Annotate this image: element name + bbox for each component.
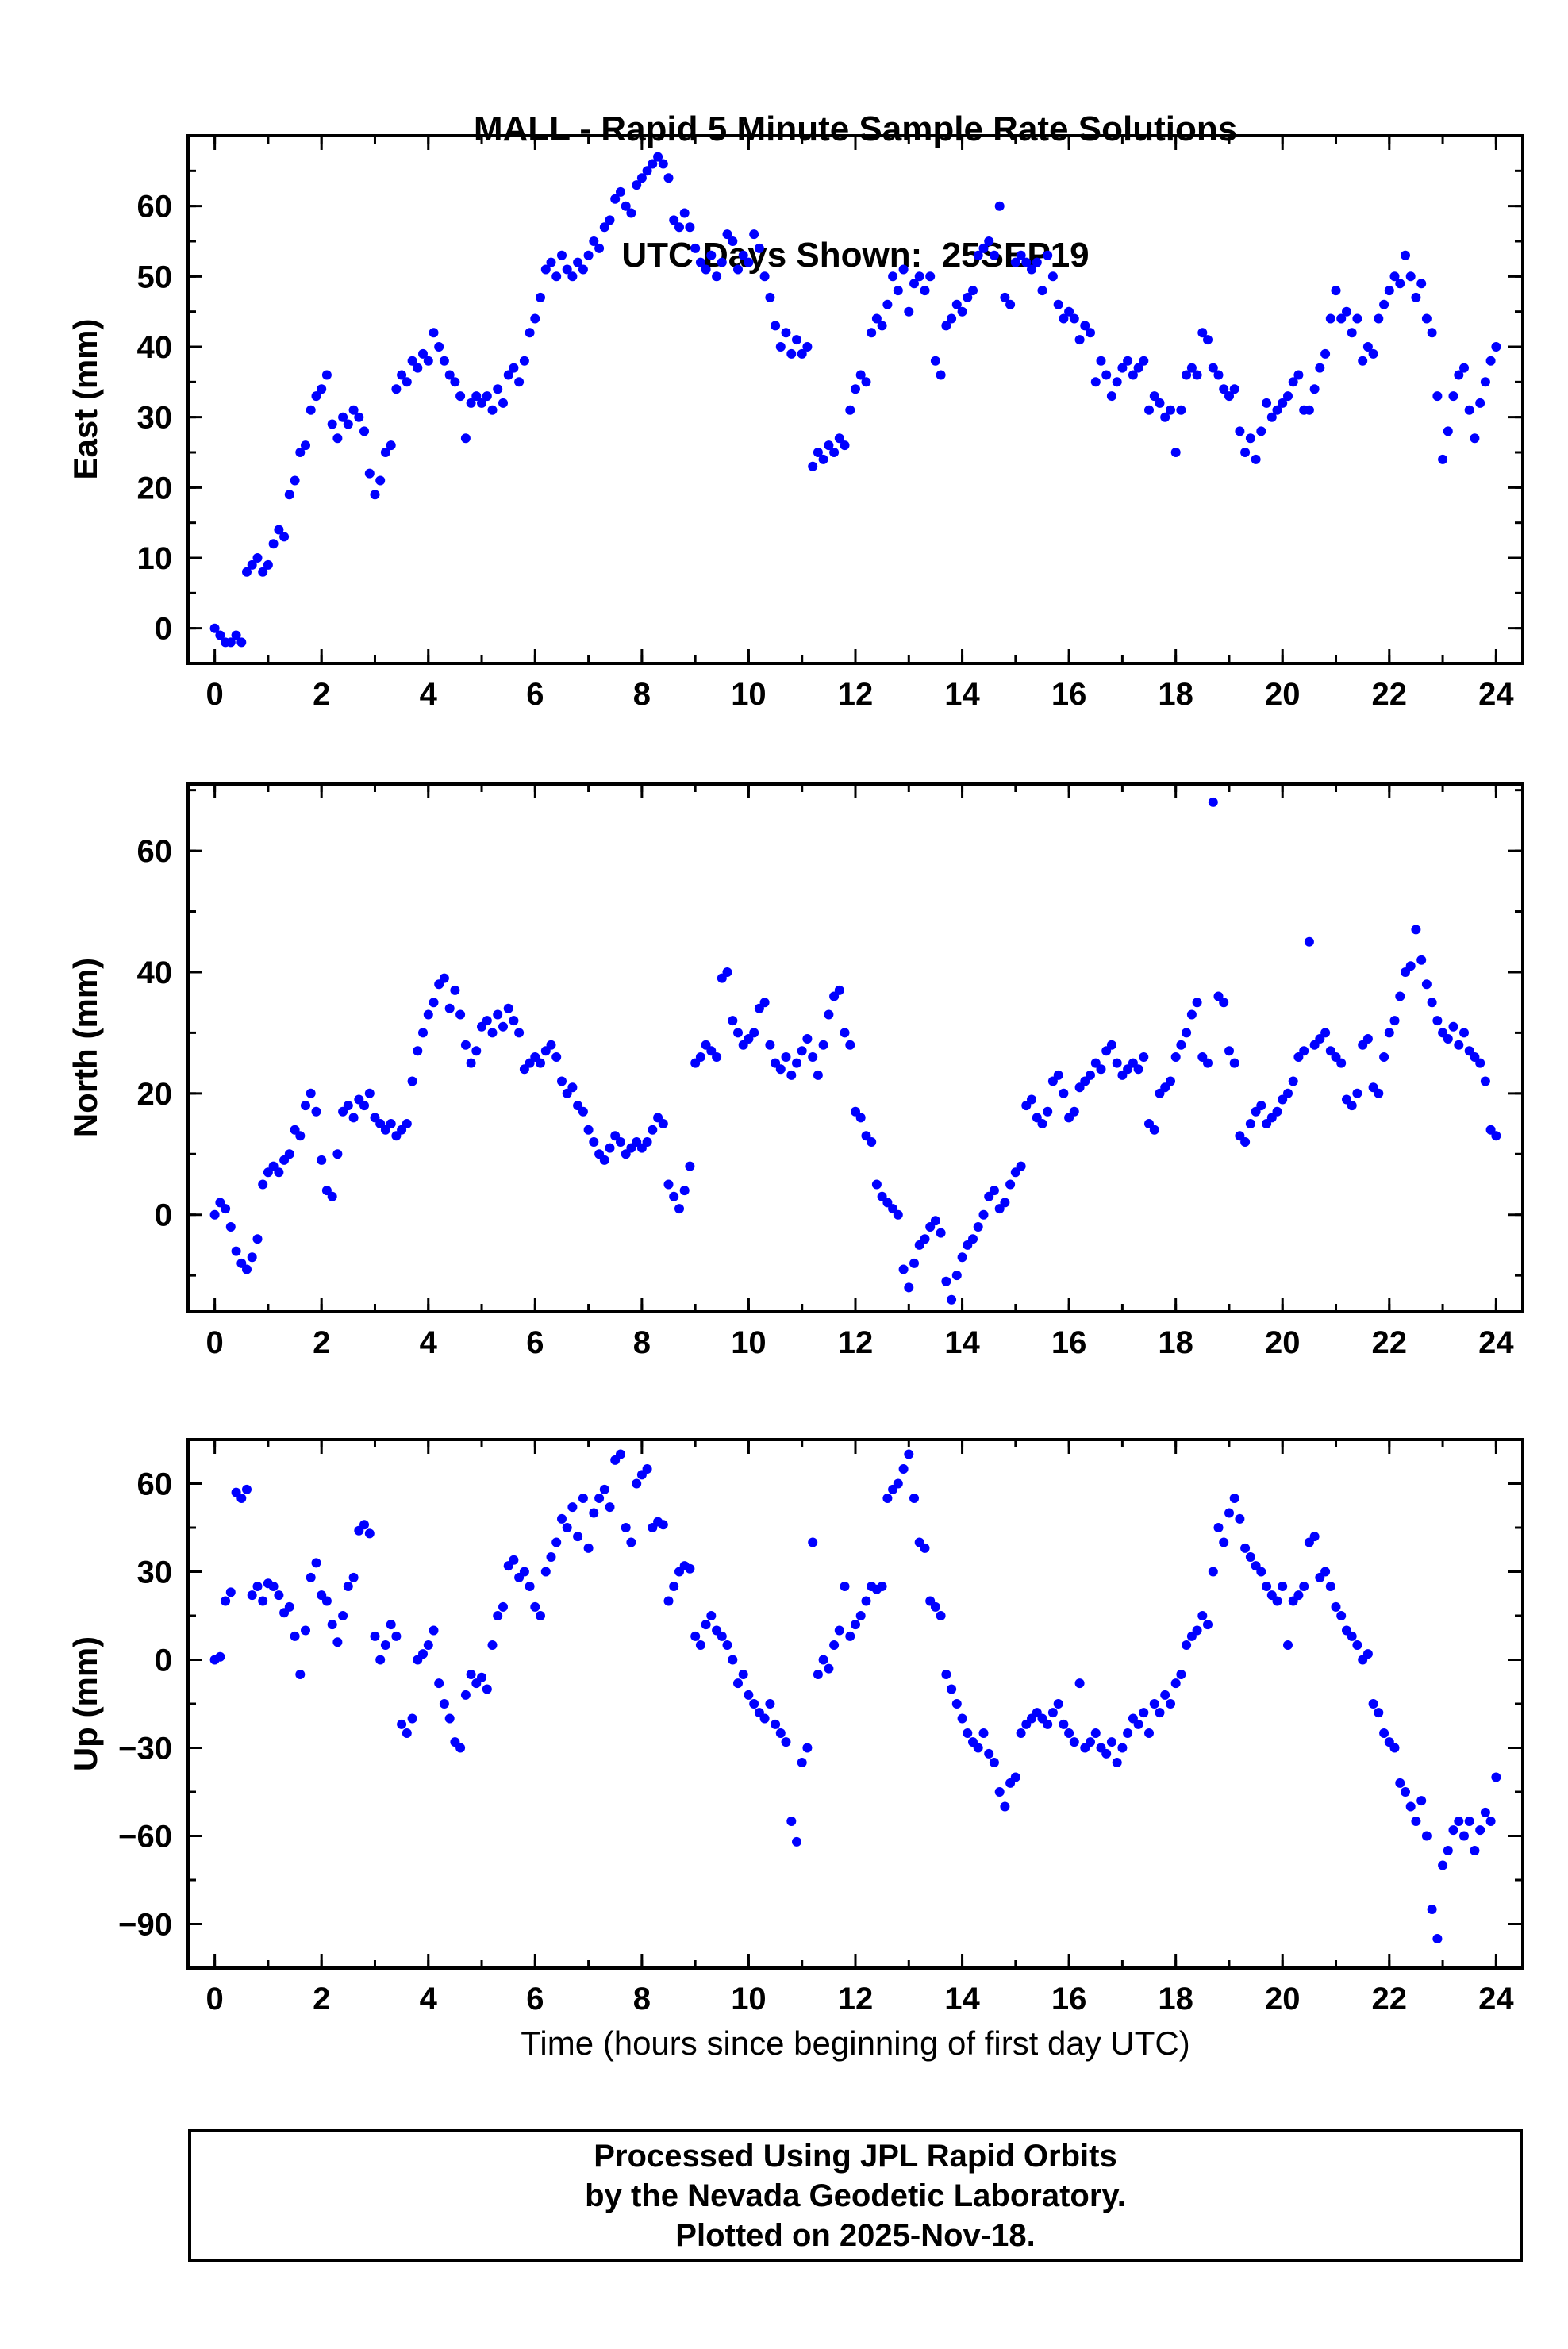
page-title: MALL - Rapid 5 Minute Sample Rate Soluti…	[188, 24, 1523, 360]
x-tick-label: 0	[206, 1982, 224, 2016]
x-tick-label: 6	[526, 677, 544, 712]
time-axis-label: Time (hours since beginning of first day…	[521, 2024, 1190, 2062]
east-ticks	[188, 134, 1523, 665]
footer-line-3: Plotted on 2025-Nov-18.	[675, 2218, 1036, 2253]
y-tick-label: 40	[137, 955, 173, 990]
x-tick-label: 8	[633, 1325, 651, 1360]
up-data-points	[209, 1449, 1501, 1943]
x-tick-label: 8	[633, 1982, 651, 2016]
up-plot-frame	[186, 1438, 1524, 1970]
x-tick-label: 0	[206, 677, 224, 712]
x-tick-label: 8	[633, 677, 651, 712]
x-tick-label: 16	[1051, 1325, 1087, 1360]
y-tick-label: −60	[118, 1820, 172, 1855]
x-tick-label: 2	[313, 677, 330, 712]
y-tick-label: −90	[118, 1908, 172, 1943]
east-plot-frame	[186, 134, 1524, 665]
footer-line-2: by the Nevada Geodetic Laboratory.	[585, 2178, 1126, 2213]
north-axis-label: North (mm)	[67, 957, 104, 1138]
x-tick-label: 24	[1478, 1325, 1514, 1360]
y-tick-label: 0	[155, 1198, 172, 1233]
x-tick-label: 4	[420, 677, 438, 712]
x-tick-label: 14	[944, 677, 980, 712]
x-tick-label: 14	[944, 1325, 980, 1360]
x-tick-label: 4	[420, 1982, 438, 2016]
x-tick-label: 10	[731, 1982, 767, 2016]
x-tick-label: 6	[526, 1325, 544, 1360]
up-ticks	[188, 1438, 1523, 1970]
x-tick-label: 18	[1158, 1325, 1193, 1360]
x-tick-label: 24	[1478, 1982, 1514, 2016]
y-tick-label: 60	[137, 834, 173, 869]
x-tick-label: 6	[526, 1982, 544, 2016]
x-tick-label: 20	[1265, 1325, 1301, 1360]
x-tick-label: 22	[1372, 1325, 1408, 1360]
title-line-2: UTC Days Shown: 25SEP19	[621, 236, 1090, 275]
x-tick-label: 22	[1372, 677, 1408, 712]
y-tick-label: 10	[137, 541, 173, 576]
x-tick-label: 10	[731, 1325, 767, 1360]
x-tick-label: 12	[838, 1325, 874, 1360]
east-axis-label: East (mm)	[67, 318, 104, 480]
x-tick-label: 10	[731, 677, 767, 712]
y-tick-label: 0	[155, 1644, 172, 1678]
footer-line-1: Processed Using JPL Rapid Orbits	[594, 2139, 1117, 2174]
x-tick-label: 20	[1265, 677, 1301, 712]
x-tick-label: 12	[838, 1982, 874, 2016]
x-tick-label: 14	[944, 1982, 980, 2016]
up-axis-label: Up (mm)	[67, 1636, 104, 1772]
y-tick-label: 30	[137, 1555, 173, 1590]
y-tick-label: 20	[137, 471, 173, 506]
y-tick-label: 30	[137, 401, 173, 436]
x-tick-label: 4	[420, 1325, 438, 1360]
north-ticks	[188, 784, 1523, 1312]
x-tick-label: 12	[838, 677, 874, 712]
y-tick-label: 20	[137, 1077, 173, 1112]
y-tick-label: −30	[118, 1732, 172, 1767]
x-tick-label: 24	[1478, 677, 1514, 712]
y-tick-label: 40	[137, 330, 173, 365]
y-tick-label: 60	[137, 1467, 173, 1502]
y-tick-label: 50	[137, 260, 173, 294]
y-tick-label: 60	[137, 190, 173, 225]
x-tick-label: 22	[1372, 1982, 1408, 2016]
x-tick-label: 18	[1158, 677, 1193, 712]
y-tick-label: 0	[155, 612, 172, 647]
x-tick-label: 0	[206, 1325, 224, 1360]
east-data-points	[209, 152, 1501, 648]
north-data-points	[209, 797, 1501, 1305]
x-tick-label: 2	[313, 1325, 330, 1360]
x-tick-label: 16	[1051, 677, 1087, 712]
north-plot-frame	[186, 782, 1524, 1313]
x-tick-label: 2	[313, 1982, 330, 2016]
x-tick-label: 16	[1051, 1982, 1087, 2016]
x-tick-label: 18	[1158, 1982, 1193, 2016]
x-tick-label: 20	[1265, 1982, 1301, 2016]
processing-note-box: Processed Using JPL Rapid Orbits by the …	[188, 2129, 1523, 2262]
